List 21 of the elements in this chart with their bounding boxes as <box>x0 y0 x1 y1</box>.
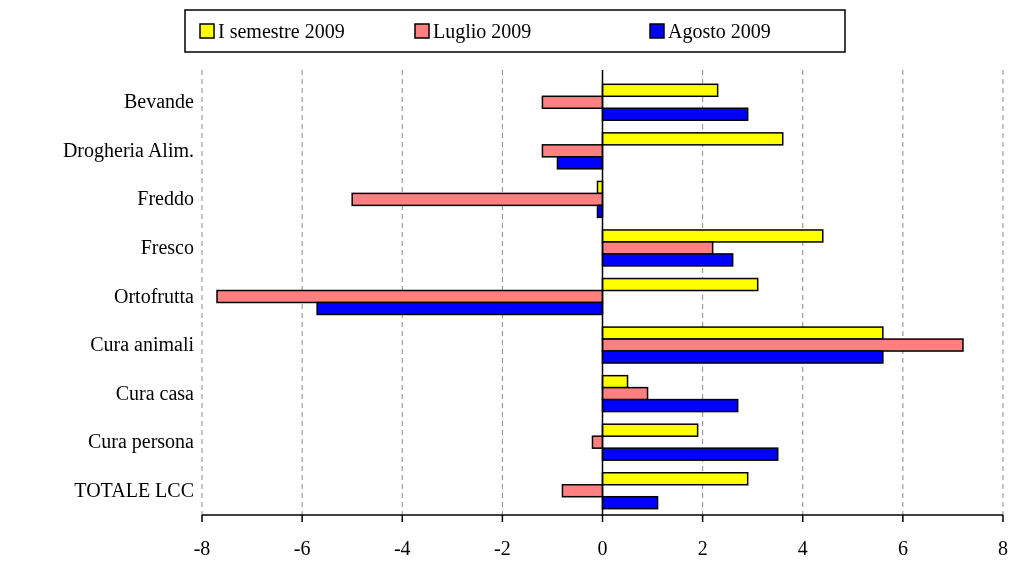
x-tick-label: 6 <box>897 537 908 559</box>
x-tick-label: -6 <box>293 537 311 559</box>
x-tick-label: 0 <box>597 537 608 559</box>
y-tick-label: Cura persona <box>87 430 195 454</box>
legend-label: I semestre 2009 <box>218 20 345 42</box>
y-tick-label: Cura casa <box>115 381 195 404</box>
y-tick-label: TOTALE LCC <box>74 478 194 501</box>
y-tick-label: Freddo <box>137 187 194 210</box>
legend-label: Luglio 2009 <box>433 20 532 43</box>
x-tick-label: -8 <box>193 537 211 559</box>
x-tick-label: 2 <box>697 537 708 559</box>
y-tick-label: Bevande <box>124 90 195 113</box>
legend-label: Agosto 2009 <box>668 20 771 43</box>
y-tick-label: Drogheria Alim. <box>62 138 194 162</box>
x-tick-label: -4 <box>393 537 411 559</box>
x-tick-label: -2 <box>494 537 511 559</box>
x-tick-label: 8 <box>998 537 1008 559</box>
y-tick-label: Fresco <box>140 235 194 258</box>
x-tick-label: 4 <box>797 537 808 559</box>
y-tick-label: Cura animali <box>90 333 195 356</box>
y-tick-label: Ortofrutta <box>114 284 195 307</box>
